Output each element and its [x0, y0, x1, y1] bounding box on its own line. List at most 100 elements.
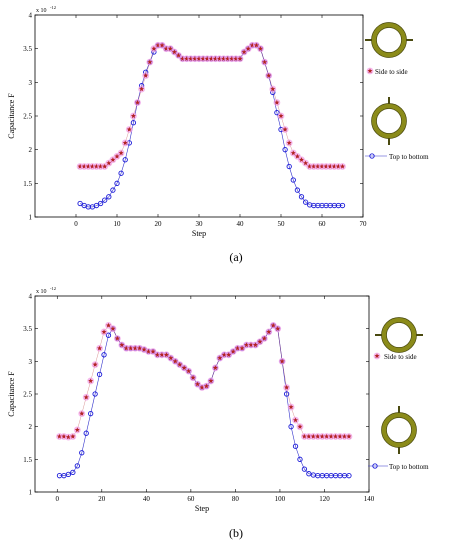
- chart-b-side-to-side-point: [172, 358, 178, 364]
- chart-a-top-to-bottom-point: [93, 202, 100, 209]
- sensor-ring: [381, 412, 417, 448]
- chart-a: 0 10 20 30 40 50 60 70 1 1.5 2 2.5 3 3.5 4 x 10 -12 St…: [7, 5, 429, 264]
- chart-b-top-to-bottom-point: [79, 450, 85, 456]
- chart-a-top-to-bottom-point: [77, 200, 83, 207]
- top-to-bottom-sensor-icon: [371, 97, 407, 145]
- chart-b-side-to-side-point: [288, 404, 294, 410]
- top-to-bottom-sensor-icon: [381, 406, 417, 454]
- chart-b-top-to-bottom-point: [74, 463, 80, 469]
- chart-b-legend-star: [374, 353, 380, 359]
- chart-b-x-tick-label: 120: [319, 495, 330, 503]
- chart-b-caption: (b): [229, 526, 243, 540]
- chart-b-top-to-bottom-point: [292, 443, 299, 449]
- chart-a-x-tick-label: 0: [74, 220, 78, 228]
- chart-b-side-to-side-point: [230, 348, 236, 354]
- chart-a-side-to-side-point: [122, 140, 128, 146]
- chart-b-y-tick-label: 2.5: [23, 391, 32, 399]
- chart-a-side-to-side-point: [340, 163, 345, 169]
- chart-b-top-to-bottom-point: [283, 391, 290, 397]
- sensor-ring-inner-edge: [386, 417, 412, 443]
- chart-b-side-to-side-point: [92, 362, 98, 367]
- chart-b-side-to-side-point: [346, 433, 352, 439]
- chart-b-y-exponent: x 10: [36, 289, 47, 295]
- chart-b-side-to-side-point: [293, 417, 298, 423]
- chart-a-side-to-side-point: [245, 46, 251, 51]
- chart-a-side-to-side-point: [135, 99, 140, 105]
- chart-b-x-axis-label: Step: [195, 504, 209, 513]
- chart-a-caption: (a): [229, 250, 242, 264]
- chart-a-side-to-side-point: [294, 153, 300, 159]
- chart-a-y-tick-label: 1.5: [23, 180, 32, 188]
- chart-b-side-to-side-point: [101, 329, 107, 335]
- chart-b-x-tick-label: 0: [56, 495, 60, 503]
- chart-a-side-to-side-point: [126, 126, 132, 132]
- chart-b-side-to-side-point: [270, 322, 276, 328]
- sensor-ring: [381, 317, 417, 353]
- chart-a-y-exponent-power: -12: [50, 5, 56, 10]
- chart-a-side-to-side-point: [262, 59, 268, 65]
- chart-b-side-to-side-point: [177, 362, 183, 367]
- chart-b-legend-side-marker: [373, 352, 381, 360]
- chart-a-side-to-side-point: [299, 157, 304, 162]
- chart-b-side-to-side-point: [203, 383, 209, 389]
- chart-a-legend-side-marker: [366, 67, 374, 75]
- chart-b-x-tick-label: 80: [232, 495, 240, 503]
- chart-a-legend-top-label: Top to bottom: [389, 153, 429, 161]
- chart-a-side-to-side-point: [171, 49, 177, 55]
- chart-a-side-to-side-point: [237, 56, 243, 61]
- chart-a-top-to-bottom-point: [114, 180, 120, 186]
- chart-a-legend-star: [367, 68, 373, 74]
- sensor-ring: [371, 22, 407, 58]
- sensor-ring-inner-edge: [376, 27, 402, 53]
- chart-b-side-to-side-point: [195, 381, 201, 387]
- chart-b-top-to-bottom-point: [288, 424, 294, 430]
- chart-a-y-axis-label: Capacitance F: [7, 93, 16, 139]
- chart-b-side-to-side-point: [275, 326, 281, 331]
- chart-b-marks: [56, 322, 353, 479]
- chart-b-side-to-side-point: [261, 335, 267, 341]
- chart-b-y-tick-label: 3: [29, 358, 33, 366]
- chart-a-side-to-side-point: [130, 113, 136, 119]
- chart-a-y-tick-label: 3.5: [23, 45, 32, 53]
- chart-a-x-axis-label: Step: [192, 229, 206, 238]
- chart-a-x-tick-label: 40: [237, 220, 245, 228]
- chart-a-side-to-side-point: [266, 73, 272, 78]
- chart-a-top-to-bottom-point: [282, 147, 288, 153]
- chart-b-top-to-bottom-point: [346, 473, 352, 479]
- chart-b-top-to-bottom-point: [297, 456, 303, 462]
- chart-b-top-to-bottom-point: [83, 430, 89, 436]
- chart-b-top-to-bottom-point: [88, 410, 94, 417]
- chart-b-legend: Side to side Top to bottom: [368, 317, 429, 471]
- chart-b-side-to-side-point: [74, 427, 80, 433]
- chart-b-plot-area: [34, 295, 370, 493]
- chart-b-side-to-side-point: [163, 352, 169, 357]
- chart-a-side-to-side-point: [241, 49, 247, 55]
- chart-a-side-to-side-point: [147, 59, 153, 65]
- chart-a-top-to-bottom-point: [302, 199, 309, 205]
- chart-a-top-to-bottom-point: [122, 157, 128, 163]
- chart-b-side-to-side-point: [114, 335, 120, 341]
- chart-a-side-to-side-point: [151, 46, 157, 51]
- chart-b-top-to-bottom-point: [65, 471, 72, 478]
- chart-b-legend-top-label: Top to bottom: [389, 463, 429, 471]
- chart-b-side-to-side-point: [110, 326, 116, 331]
- chart-a-legend-top-marker: [365, 153, 387, 159]
- chart-a-top-to-bottom-point: [106, 194, 112, 200]
- side-to-side-sensor-icon: [375, 317, 423, 353]
- sensor-ring-inner-edge: [376, 108, 402, 134]
- chart-a-x-tick-label: 60: [319, 220, 327, 228]
- chart-b-side-to-side-point: [181, 365, 187, 370]
- chart-a-side-to-side-point: [274, 99, 280, 105]
- chart-b-side-to-side-point: [106, 322, 111, 328]
- chart-a-top-to-bottom-point: [110, 187, 116, 193]
- chart-a-top-to-bottom-point: [286, 163, 292, 170]
- sensor-ring: [371, 103, 407, 139]
- chart-a-top-to-bottom-point: [339, 202, 346, 209]
- chart-b-legend-top-marker: [368, 463, 388, 469]
- chart-b-side-to-side-point: [97, 345, 103, 351]
- chart-b-y-tick-label: 2: [29, 423, 33, 431]
- chart-b-x-tick-label: 40: [143, 495, 151, 503]
- chart-b-side-to-side-point: [257, 339, 263, 344]
- chart-b-side-to-side-point: [212, 365, 218, 370]
- chart-b-side-to-side-point: [279, 358, 285, 364]
